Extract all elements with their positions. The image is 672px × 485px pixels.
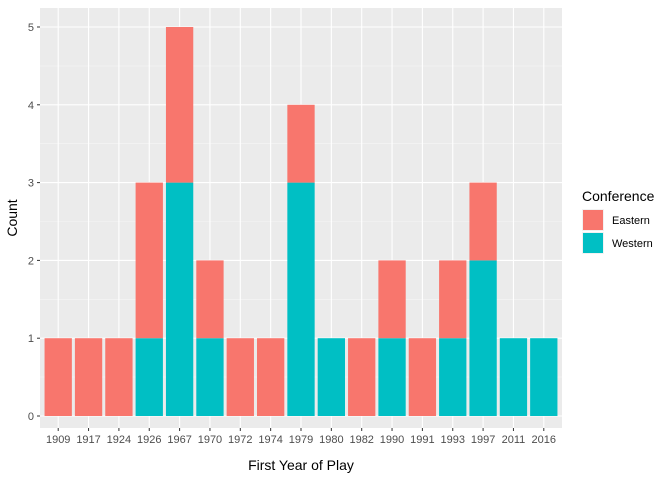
y-tick-label: 4 bbox=[28, 100, 34, 112]
x-tick-label: 1924 bbox=[107, 434, 131, 446]
bar-western-1967 bbox=[165, 182, 194, 416]
bar-western-2016 bbox=[530, 338, 558, 416]
x-tick-label: 1970 bbox=[198, 434, 222, 446]
bar-eastern-1967 bbox=[165, 27, 194, 183]
bar-eastern-1979 bbox=[287, 104, 315, 183]
bar-eastern-1972 bbox=[226, 338, 254, 416]
x-tick-label: 2016 bbox=[532, 434, 556, 446]
y-tick-label: 5 bbox=[28, 22, 34, 34]
bar-eastern-1993 bbox=[439, 260, 467, 339]
y-tick-label: 2 bbox=[28, 255, 34, 267]
x-tick-label: 1909 bbox=[46, 434, 70, 446]
y-tick-label: 0 bbox=[28, 411, 34, 423]
x-tick-label: 1997 bbox=[471, 434, 495, 446]
bar-western-1979 bbox=[287, 182, 315, 416]
bars bbox=[44, 27, 558, 416]
legend-title: Conference bbox=[582, 188, 655, 204]
bar-western-1993 bbox=[439, 338, 467, 416]
x-tick-label: 1967 bbox=[167, 434, 191, 446]
y-axis-title: Count bbox=[4, 199, 20, 236]
bar-eastern-1970 bbox=[196, 260, 224, 339]
y-tick-label: 3 bbox=[28, 178, 34, 190]
x-tick-label: 1926 bbox=[137, 434, 161, 446]
x-tick-label: 1990 bbox=[380, 434, 404, 446]
y-tick-label: 1 bbox=[28, 333, 34, 345]
bar-western-1990 bbox=[378, 338, 406, 416]
x-tick-label: 1917 bbox=[76, 434, 100, 446]
bar-western-1926 bbox=[135, 338, 163, 416]
x-tick-label: 1991 bbox=[410, 434, 434, 446]
bar-western-1980 bbox=[317, 338, 346, 416]
bar-eastern-1982 bbox=[348, 338, 376, 416]
bar-western-2011 bbox=[499, 338, 528, 416]
x-tick-label: 1979 bbox=[289, 434, 313, 446]
x-tick-label: 1982 bbox=[349, 434, 373, 446]
bar-eastern-1990 bbox=[378, 260, 406, 339]
bar-eastern-1991 bbox=[408, 338, 437, 416]
bar-eastern-1909 bbox=[44, 338, 72, 416]
x-tick-label: 1972 bbox=[228, 434, 252, 446]
bar-eastern-1924 bbox=[105, 338, 133, 416]
x-tick-label: 1980 bbox=[319, 434, 343, 446]
legend-label-western: Western bbox=[612, 238, 653, 250]
x-tick-label: 1993 bbox=[441, 434, 465, 446]
bar-western-1997 bbox=[469, 260, 497, 416]
x-axis-ticks: 1909 1917 1924 1926 1967 1970 1972 1974 1979 1980… bbox=[46, 428, 556, 446]
bar-eastern-1974 bbox=[256, 338, 285, 416]
legend-label-eastern: Eastern bbox=[612, 215, 650, 227]
legend-swatch-western bbox=[583, 233, 603, 253]
bar-western-1970 bbox=[196, 338, 224, 416]
x-tick-label: 2011 bbox=[502, 434, 526, 446]
bar-eastern-1997 bbox=[469, 182, 497, 261]
legend: Conference Eastern Western bbox=[582, 188, 655, 254]
x-axis-title: First Year of Play bbox=[248, 457, 354, 473]
legend-swatch-eastern bbox=[583, 210, 603, 230]
y-axis-ticks: 0 1 2 3 4 5 bbox=[28, 22, 40, 423]
x-tick-label: 1974 bbox=[258, 434, 282, 446]
bar-eastern-1926 bbox=[135, 182, 163, 339]
bar-eastern-1917 bbox=[74, 338, 103, 416]
